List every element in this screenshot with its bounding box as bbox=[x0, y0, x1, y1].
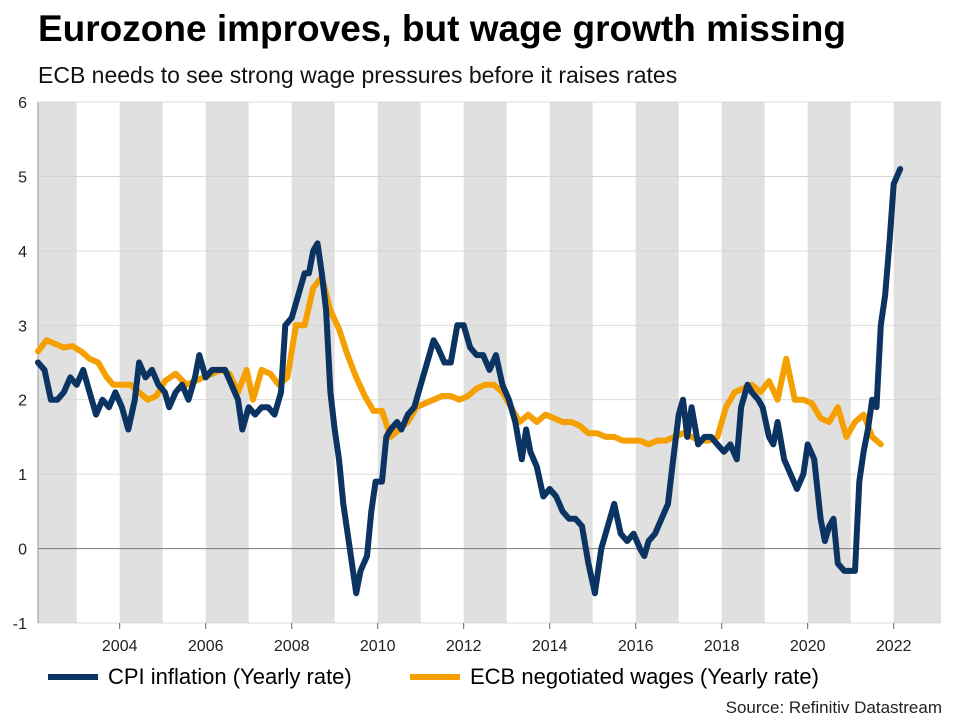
series-line-cpi bbox=[35, 166, 904, 597]
year-band-10 bbox=[893, 102, 941, 623]
x-tick-label: 2010 bbox=[360, 638, 396, 655]
legend-label-cpi: CPI inflation (Yearly rate) bbox=[108, 664, 352, 689]
x-tick-label: 2004 bbox=[102, 638, 138, 655]
year-band-7 bbox=[635, 102, 679, 623]
series-lines bbox=[35, 166, 904, 597]
legend-label-wages: ECB negotiated wages (Yearly rate) bbox=[470, 664, 819, 689]
y-tick-label: 4 bbox=[18, 244, 27, 261]
legend-swatch-wages bbox=[410, 674, 460, 680]
x-tick-label: 2022 bbox=[876, 638, 912, 655]
y-tick-label: 3 bbox=[18, 318, 27, 335]
chart-subtitle: ECB needs to see strong wage pressures b… bbox=[38, 62, 678, 88]
y-tick-label: 5 bbox=[18, 169, 27, 186]
x-axis-ticks: 2004 2006 2008 2010 2012 2014 2016 2018 2020 2022 bbox=[102, 623, 912, 655]
x-tick-label: 2014 bbox=[532, 638, 568, 655]
x-tick-label: 2006 bbox=[188, 638, 224, 655]
x-tick-label: 2016 bbox=[618, 638, 654, 655]
x-tick-label: 2012 bbox=[446, 638, 482, 655]
legend-swatch-cpi bbox=[48, 674, 98, 680]
y-tick-label: 1 bbox=[18, 467, 27, 484]
y-tick-label: 2 bbox=[18, 393, 27, 410]
series-line-wages bbox=[35, 273, 884, 448]
x-tick-label: 2008 bbox=[274, 638, 310, 655]
year-band-4 bbox=[377, 102, 421, 623]
source-note: Source: Refinitiv Datastream bbox=[725, 698, 942, 717]
year-band-2 bbox=[205, 102, 249, 623]
legend-item-cpi: CPI inflation (Yearly rate) bbox=[48, 662, 352, 692]
legend-item-wages: ECB negotiated wages (Yearly rate) bbox=[410, 662, 819, 692]
year-band-8 bbox=[721, 102, 765, 623]
x-tick-label: 2018 bbox=[704, 638, 740, 655]
chart-title: Eurozone improves, but wage growth missi… bbox=[38, 8, 846, 49]
year-band-9 bbox=[807, 102, 851, 623]
y-tick-label: -1 bbox=[13, 616, 27, 633]
y-tick-label: 0 bbox=[18, 542, 27, 559]
year-band-0 bbox=[38, 102, 77, 623]
x-tick-label: 2020 bbox=[790, 638, 826, 655]
y-tick-label: 6 bbox=[18, 95, 27, 112]
y-axis-ticks: -1 0 1 2 3 4 5 6 bbox=[13, 95, 27, 633]
